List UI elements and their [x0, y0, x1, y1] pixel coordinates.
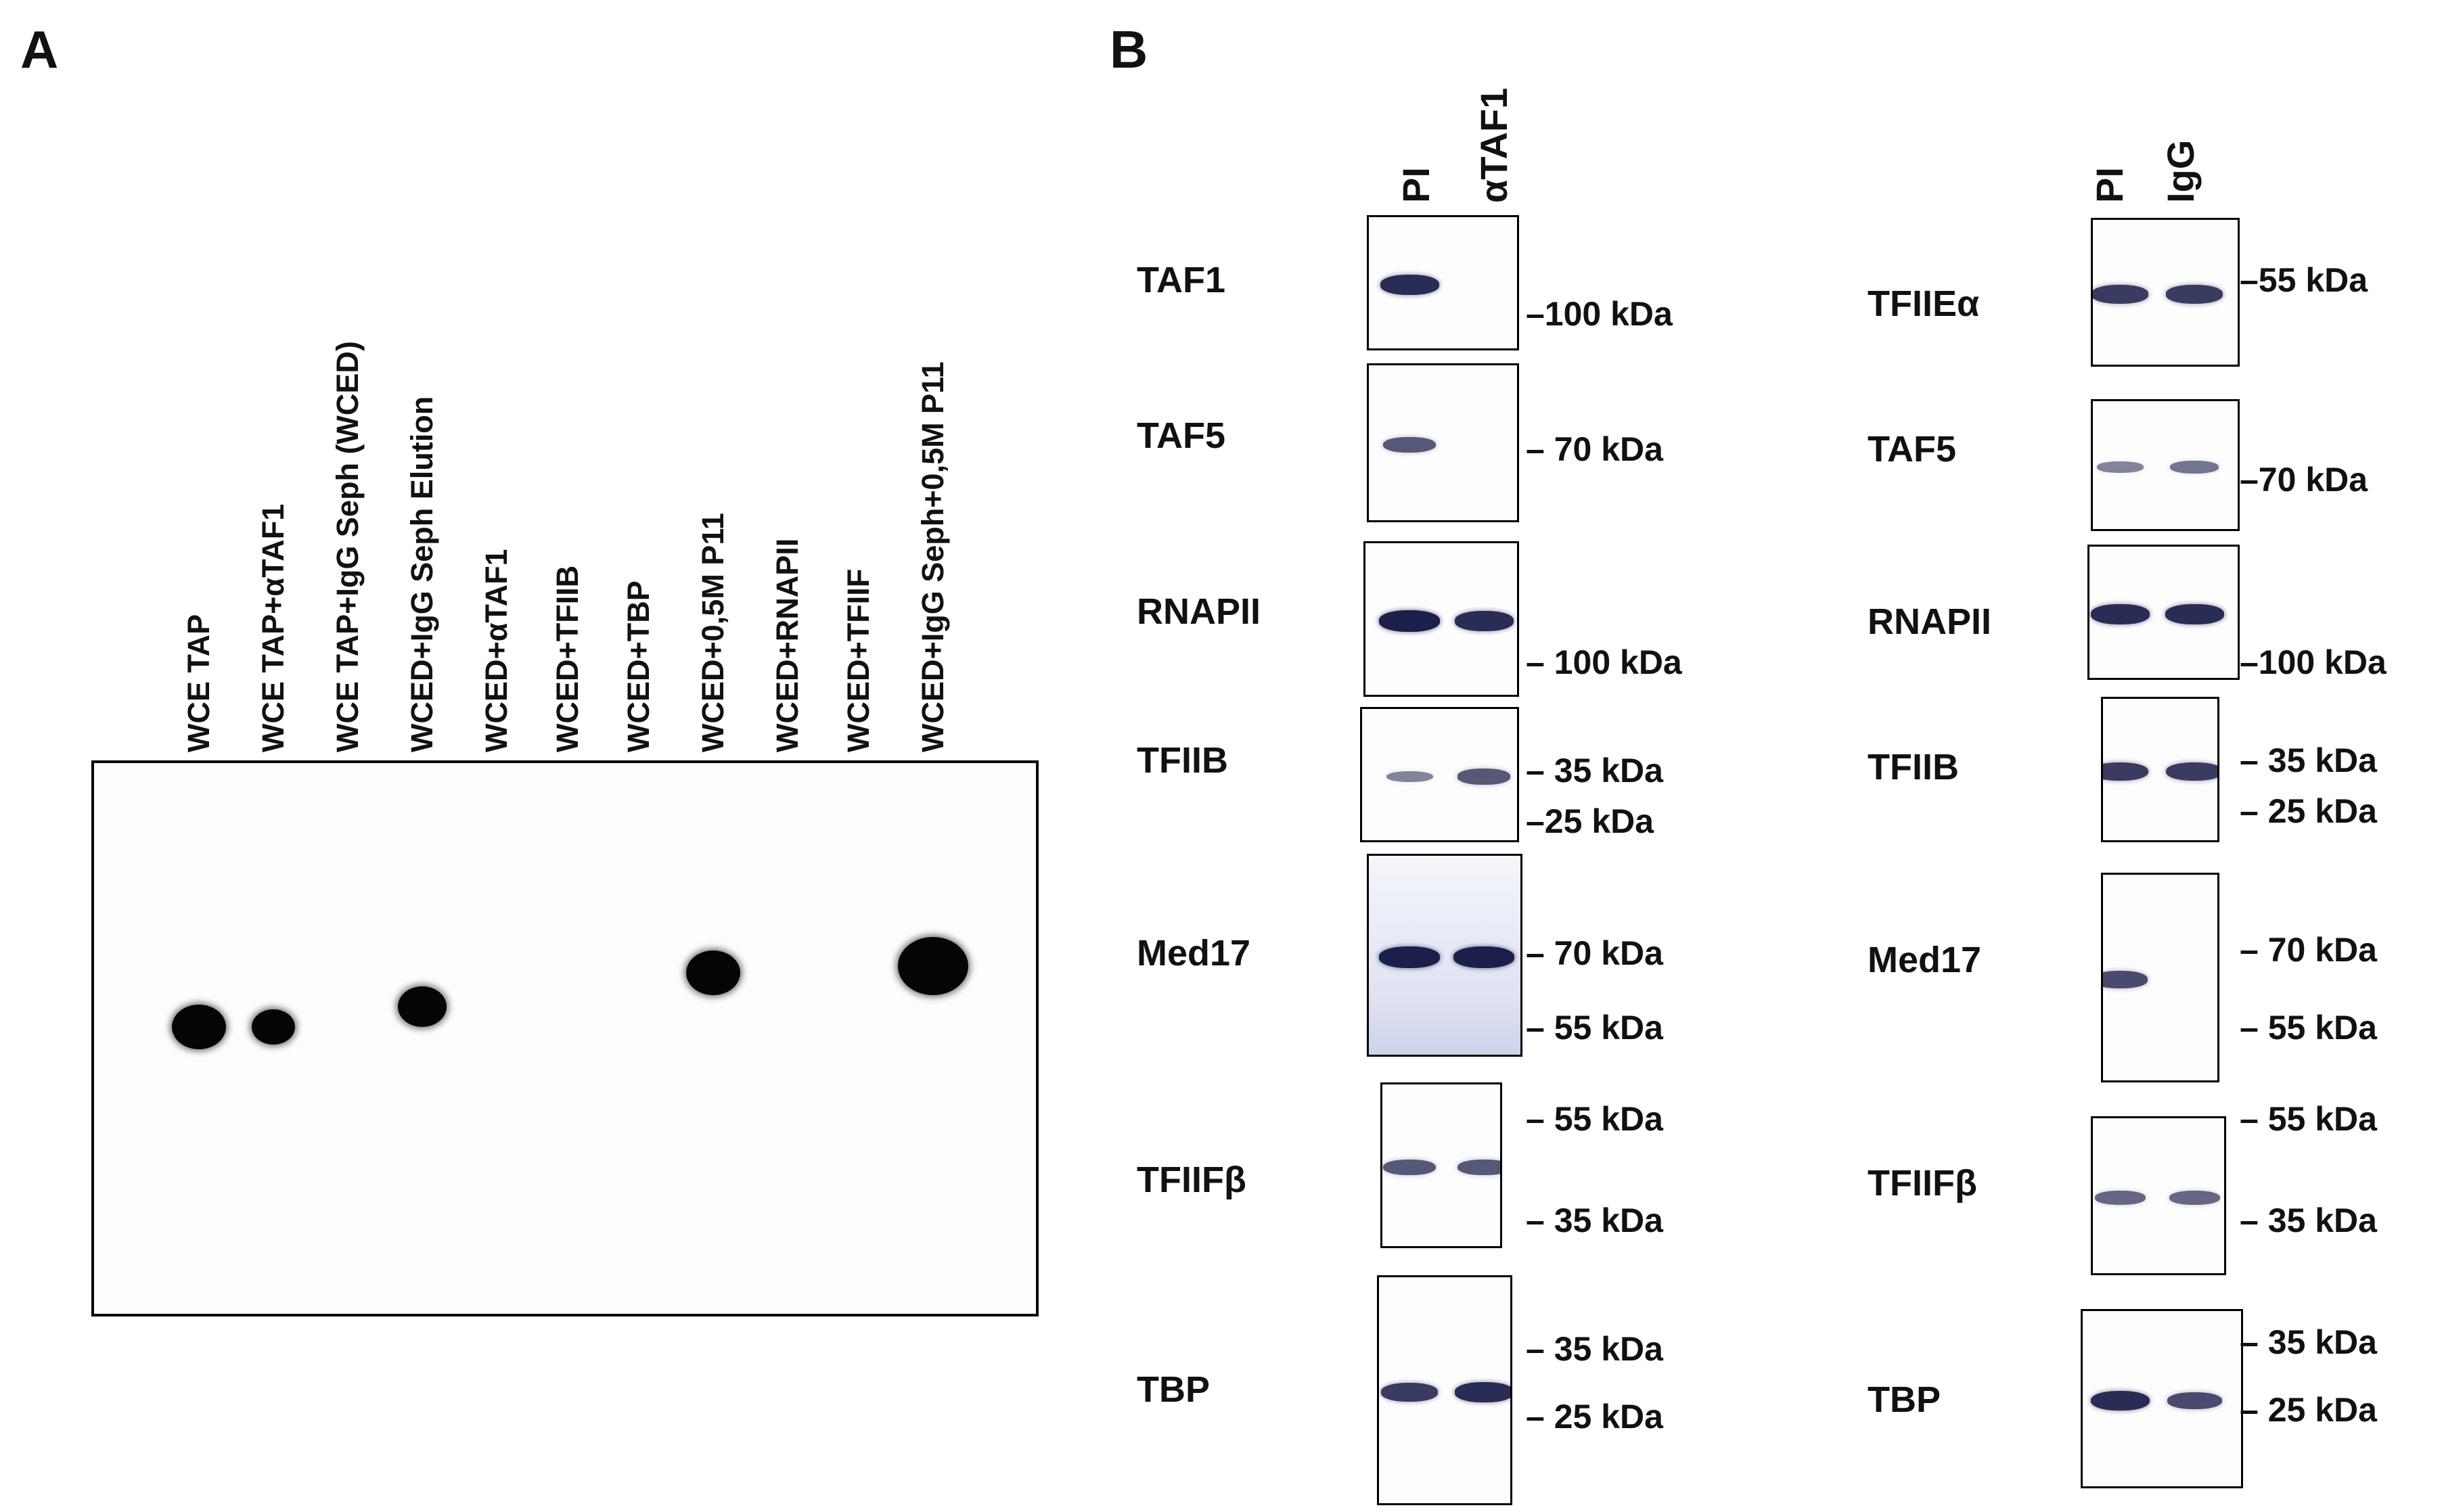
western-blot-strip [2091, 218, 2240, 367]
western-blot-strip [2087, 545, 2240, 680]
lane-signal-spot [898, 937, 968, 995]
lane-label: WCED+TFIIB [550, 565, 585, 752]
protein-band [1383, 436, 1436, 453]
protein-label: TAF5 [1137, 415, 1225, 456]
protein-band [1379, 946, 1440, 968]
lane-signal-spot [252, 1009, 295, 1045]
protein-band [2166, 762, 2217, 781]
western-blot-strip [2091, 399, 2240, 531]
western-blot-strip [2101, 873, 2219, 1082]
protein-label: Med17 [1868, 940, 1982, 980]
molecular-weight-marker: – 55 kDa [2240, 1009, 2377, 1047]
western-blot-strip [1360, 707, 1519, 842]
left-column-pi-label: PI [1395, 167, 1437, 203]
protein-label: TAF1 [1137, 260, 1225, 300]
protein-band [2103, 971, 2148, 988]
protein-band [1457, 769, 1510, 785]
molecular-weight-marker: – 35 kDa [1526, 1201, 1663, 1239]
molecular-weight-marker: – 35 kDa [2240, 1201, 2377, 1239]
molecular-weight-marker: – 70 kDa [1526, 430, 1663, 468]
western-blot-strip [1380, 1082, 1502, 1248]
protein-band [2169, 1191, 2220, 1205]
protein-band [1453, 946, 1514, 968]
protein-label: TAF5 [1868, 429, 1956, 469]
molecular-weight-marker: – 55 kDa [1526, 1009, 1663, 1047]
right-column-igg-label: IgG [2159, 139, 2202, 203]
right-column-pi-label: PI [2088, 167, 2131, 203]
protein-label: TFIIB [1137, 740, 1228, 781]
protein-label: TFIIFβ [1137, 1160, 1246, 1200]
lane-label: WCED+0,5M P11 [696, 513, 730, 752]
lane-label: WCED+TBP [621, 580, 656, 752]
molecular-weight-marker: – 35 kDa [2240, 1323, 2377, 1361]
western-blot-strip [2081, 1309, 2243, 1488]
molecular-weight-marker: – 100 kDa [1526, 643, 1682, 681]
lane-label: WCED+IgG Seph Elution [405, 396, 439, 752]
panel-a-label: A [20, 20, 59, 79]
protein-label: TFIIFβ [1868, 1163, 1977, 1204]
molecular-weight-marker: – 35 kDa [1526, 752, 1663, 789]
protein-band [2103, 762, 2148, 781]
protein-label: RNAPII [1137, 591, 1261, 632]
protein-band [1457, 1159, 1500, 1176]
protein-band [2170, 461, 2219, 474]
protein-label: RNAPII [1868, 601, 1992, 642]
protein-label: TBP [1137, 1369, 1210, 1410]
western-blot-strip [2091, 1116, 2226, 1275]
panel-a-blot [91, 760, 1039, 1316]
western-blot-strip [1367, 854, 1522, 1057]
molecular-weight-marker: –25 kDa [1526, 802, 1654, 840]
protein-label: Med17 [1137, 933, 1251, 973]
protein-label: TFIIEα [1868, 283, 1980, 324]
protein-band [2093, 285, 2148, 304]
protein-band [2094, 1191, 2146, 1205]
protein-band [1383, 1159, 1436, 1176]
molecular-weight-marker: –100 kDa [1526, 295, 1673, 333]
molecular-weight-marker: – 25 kDa [2240, 1391, 2377, 1429]
molecular-weight-marker: – 25 kDa [1526, 1398, 1663, 1436]
protein-band [1379, 610, 1440, 632]
panel-b-label: B [1110, 20, 1148, 79]
protein-band [2096, 461, 2144, 473]
protein-band [1381, 1383, 1438, 1402]
protein-band [2166, 285, 2223, 304]
molecular-weight-marker: – 55 kDa [1526, 1100, 1663, 1138]
lane-label: WCE TAP+IgG Seph (WCED) [330, 341, 365, 752]
molecular-weight-marker: – 35 kDa [1526, 1330, 1663, 1368]
protein-band [2167, 1392, 2222, 1410]
protein-band [2165, 604, 2224, 624]
molecular-weight-marker: – 70 kDa [1526, 934, 1663, 972]
left-column-ataf1-label: αTAF1 [1472, 87, 1515, 203]
western-blot-strip [1367, 363, 1519, 522]
protein-band [1380, 275, 1439, 295]
western-blot-strip [1377, 1275, 1512, 1505]
molecular-weight-marker: –55 kDa [2240, 261, 2368, 299]
lane-signal-spot [172, 1005, 226, 1049]
molecular-weight-marker: –70 kDa [2240, 461, 2368, 499]
molecular-weight-marker: – 35 kDa [2240, 741, 2377, 779]
molecular-weight-marker: – 55 kDa [2240, 1100, 2377, 1138]
western-blot-strip [2101, 697, 2219, 842]
western-blot-strip [1367, 215, 1519, 350]
lane-label: WCED+IgG Seph+0,5M P11 [915, 361, 950, 752]
western-blot-strip [1363, 541, 1519, 697]
protein-band [2090, 604, 2150, 624]
lane-label: WCE TAP [181, 614, 216, 752]
molecular-weight-marker: –100 kDa [2240, 643, 2387, 681]
protein-label: TFIIB [1868, 747, 1959, 787]
molecular-weight-marker: – 70 kDa [2240, 931, 2377, 969]
lane-signal-spot [686, 950, 740, 995]
protein-band [1454, 611, 1514, 631]
protein-band [2090, 1390, 2150, 1411]
protein-label: TBP [1868, 1379, 1941, 1420]
lane-label: WCE TAP+αTAF1 [256, 503, 290, 752]
lane-signal-spot [398, 986, 447, 1027]
protein-band [1454, 1382, 1510, 1402]
lane-label: WCED+TFIIF [841, 568, 876, 752]
protein-band [1386, 771, 1433, 783]
lane-label: WCED+αTAF1 [479, 549, 514, 752]
molecular-weight-marker: – 25 kDa [2240, 792, 2377, 830]
lane-label: WCED+RNAPII [770, 538, 805, 752]
